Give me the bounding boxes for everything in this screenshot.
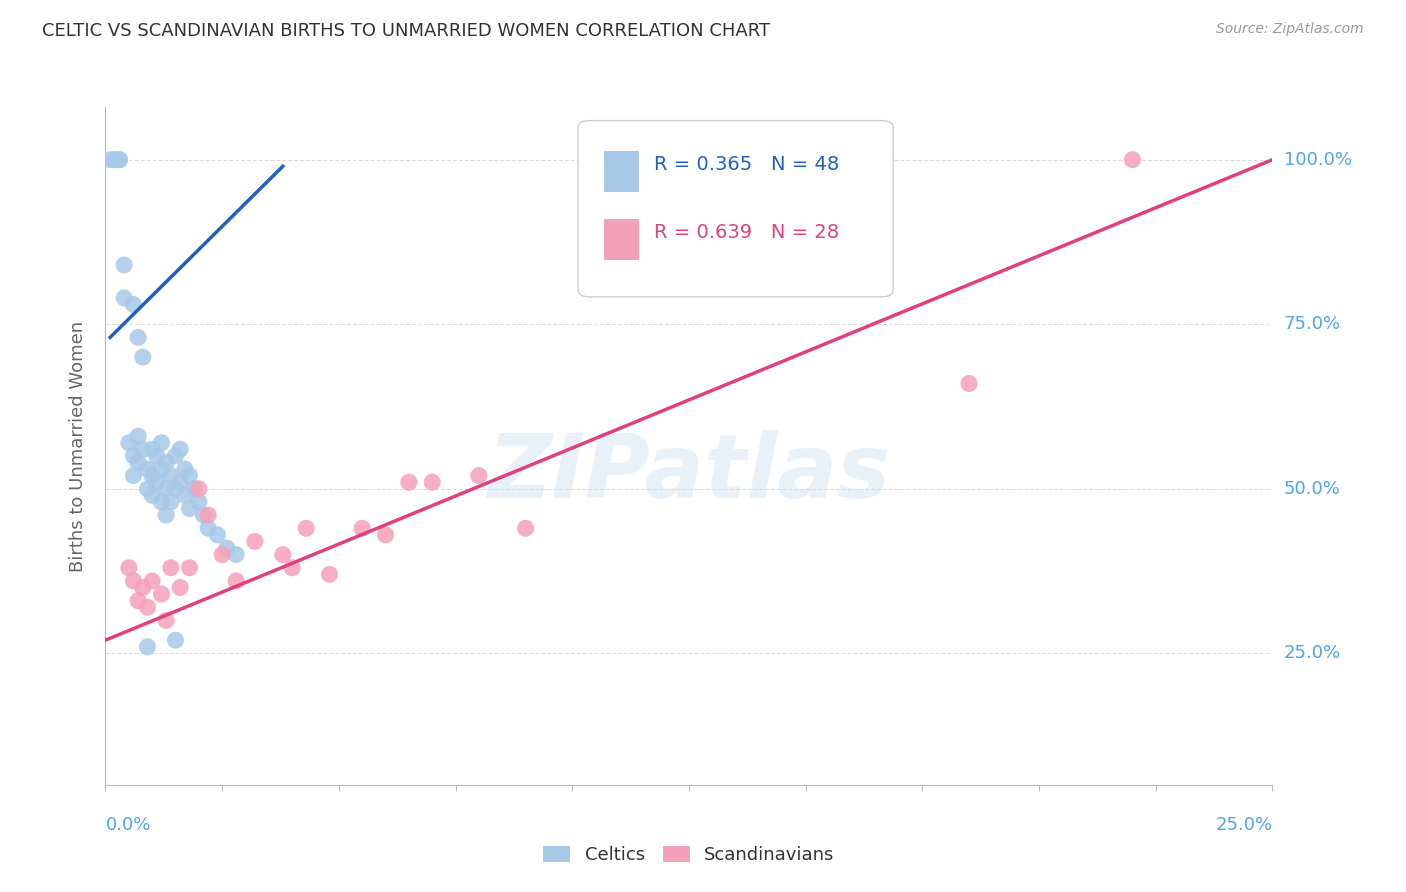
Point (193, 508, 215, 522)
Point (187, 495, 209, 509)
Point (141, 468, 163, 483)
Point (159, 495, 181, 509)
Point (122, 468, 145, 483)
Point (187, 482, 209, 496)
Point (159, 468, 181, 483)
Point (211, 548, 233, 562)
Text: ZIPatlas: ZIPatlas (488, 430, 890, 516)
Y-axis label: Births to Unmarried Women: Births to Unmarried Women (69, 320, 87, 572)
Point (957, 376, 980, 391)
Point (127, 429, 149, 443)
Point (146, 449, 169, 463)
Point (155, 614, 177, 628)
Point (173, 488, 195, 502)
Point (179, 501, 201, 516)
Point (141, 574, 163, 588)
Bar (603, 219, 638, 260)
Point (468, 468, 491, 483)
Point (159, 561, 181, 575)
Point (155, 455, 177, 469)
Point (136, 640, 159, 654)
Point (243, 534, 266, 549)
Point (122, 297, 145, 311)
Point (1121, 153, 1143, 167)
Point (98, 153, 121, 167)
Point (132, 581, 155, 595)
Point (179, 468, 201, 483)
Point (197, 521, 219, 535)
Point (141, 442, 163, 457)
Point (398, 475, 420, 490)
Text: R = 0.639   N = 28: R = 0.639 N = 28 (654, 223, 839, 242)
Point (150, 462, 173, 476)
Point (271, 548, 294, 562)
Point (515, 521, 537, 535)
Point (225, 548, 247, 562)
Point (150, 587, 173, 601)
Text: R = 0.365   N = 48: R = 0.365 N = 48 (654, 155, 839, 174)
Point (150, 495, 173, 509)
Point (132, 350, 155, 364)
Point (207, 528, 229, 542)
Point (165, 449, 187, 463)
Point (420, 475, 443, 490)
Point (215, 541, 238, 555)
Point (132, 442, 155, 457)
Point (150, 435, 173, 450)
Text: 50.0%: 50.0% (1284, 480, 1340, 498)
Bar (603, 151, 638, 192)
Point (225, 574, 247, 588)
Point (165, 482, 187, 496)
Point (281, 561, 304, 575)
Point (136, 462, 159, 476)
Point (104, 153, 127, 167)
Point (169, 442, 191, 457)
Point (127, 455, 149, 469)
Point (122, 449, 145, 463)
Text: 0.0%: 0.0% (105, 815, 150, 833)
Point (112, 291, 135, 305)
Point (179, 561, 201, 575)
Point (127, 330, 149, 344)
Text: 75.0%: 75.0% (1284, 315, 1341, 334)
Point (374, 528, 396, 542)
Point (122, 574, 145, 588)
Point (173, 462, 195, 476)
Point (136, 482, 159, 496)
Text: Source: ZipAtlas.com: Source: ZipAtlas.com (1216, 22, 1364, 37)
Point (155, 508, 177, 522)
Text: 25.0%: 25.0% (1284, 644, 1341, 663)
Legend: Celtics, Scandinavians: Celtics, Scandinavians (543, 846, 835, 864)
Point (146, 475, 169, 490)
Point (118, 561, 141, 575)
Point (169, 581, 191, 595)
Point (136, 600, 159, 615)
Point (108, 153, 131, 167)
Point (108, 153, 131, 167)
Point (127, 593, 149, 607)
Point (318, 567, 340, 582)
Point (104, 153, 127, 167)
Text: 100.0%: 100.0% (1284, 151, 1351, 169)
Point (118, 435, 141, 450)
Point (112, 258, 135, 272)
Point (352, 521, 374, 535)
Point (197, 508, 219, 522)
Point (155, 482, 177, 496)
Point (141, 488, 163, 502)
FancyBboxPatch shape (578, 120, 893, 297)
Point (169, 475, 191, 490)
Point (165, 633, 187, 648)
Text: CELTIC VS SCANDINAVIAN BIRTHS TO UNMARRIED WOMEN CORRELATION CHART: CELTIC VS SCANDINAVIAN BIRTHS TO UNMARRI… (42, 22, 770, 40)
Text: 25.0%: 25.0% (1215, 815, 1272, 833)
Point (295, 521, 318, 535)
Point (183, 482, 205, 496)
